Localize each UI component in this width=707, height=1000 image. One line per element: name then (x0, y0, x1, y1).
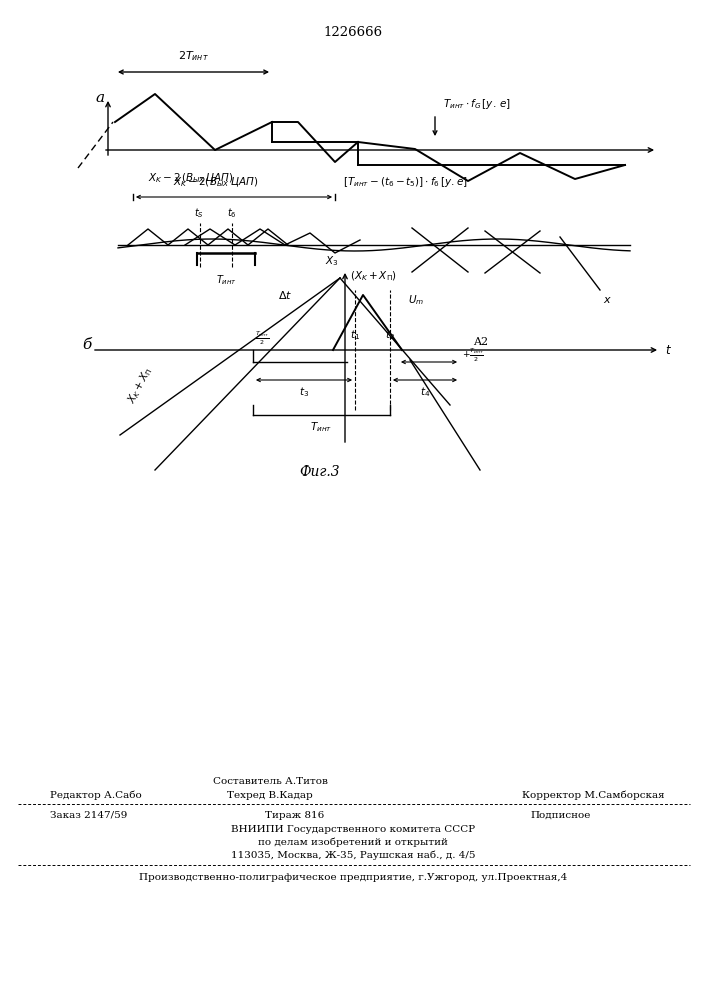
Text: $[T_{инт}-(t_6-t_5)]\cdot f_6\,[y.e]$: $[T_{инт}-(t_6-t_5)]\cdot f_6\,[y.e]$ (343, 175, 468, 189)
Text: 1226666: 1226666 (323, 25, 382, 38)
Text: $t_1$: $t_1$ (350, 328, 360, 342)
Text: $x$: $x$ (603, 295, 612, 305)
Text: Производственно-полиграфическое предприятие, г.Ужгород, ул.Проектная,4: Производственно-полиграфическое предприя… (139, 872, 567, 882)
Text: Редактор А.Сабо: Редактор А.Сабо (50, 790, 141, 800)
Text: $T_{инт}\cdot f_G\,[y.\,e]$: $T_{инт}\cdot f_G\,[y.\,e]$ (443, 97, 510, 111)
Text: $X_K+X_\Pi$: $X_K+X_\Pi$ (124, 364, 155, 406)
Text: $t_S$: $t_S$ (194, 206, 204, 220)
Text: Подписное: Подписное (530, 810, 590, 820)
Text: $(X_K+X_\Pi)$: $(X_K+X_\Pi)$ (350, 269, 397, 283)
Text: Составитель А.Титов: Составитель А.Титов (213, 776, 327, 786)
Text: $+\frac{T_{инт}}{2}$: $+\frac{T_{инт}}{2}$ (462, 346, 484, 364)
Text: $t_4$: $t_4$ (420, 385, 430, 399)
Text: $t_6$: $t_6$ (227, 206, 237, 220)
Text: $t$: $t$ (665, 344, 672, 357)
Text: $2T_{инт}$: $2T_{инт}$ (178, 49, 209, 63)
Text: $T_{инт}$: $T_{инт}$ (310, 420, 332, 434)
Text: ВНИИПИ Государственного комитета СССР: ВНИИПИ Государственного комитета СССР (231, 824, 475, 834)
Text: $t_3$: $t_3$ (299, 385, 309, 399)
Text: $t_2$: $t_2$ (385, 328, 395, 342)
Text: $X_3$: $X_3$ (325, 254, 339, 268)
Text: Тираж 816: Тираж 816 (265, 810, 325, 820)
Text: $T_{инт}$: $T_{инт}$ (216, 273, 236, 287)
Text: a: a (95, 91, 105, 105)
Text: $X_K-2(B_{ЫX}\ ЦАП)$: $X_K-2(B_{ЫX}\ ЦАП)$ (173, 175, 259, 189)
Text: $X_K-2\,(B_{ЫX}\,ЦАП)$: $X_K-2\,(B_{ЫX}\,ЦАП)$ (148, 171, 234, 185)
Text: Заказ 2147/59: Заказ 2147/59 (50, 810, 127, 820)
Text: $U_m$: $U_m$ (408, 293, 424, 307)
Text: б: б (83, 338, 92, 352)
Text: по делам изобретений и открытий: по делам изобретений и открытий (258, 837, 448, 847)
Text: Корректор М.Самборская: Корректор М.Самборская (522, 790, 665, 800)
Text: $\frac{T_{инт}}{2}$: $\frac{T_{инт}}{2}$ (255, 329, 269, 347)
Text: 113035, Москва, Ж-35, Раушская наб., д. 4/5: 113035, Москва, Ж-35, Раушская наб., д. … (230, 850, 475, 860)
Text: Техред В.Кадар: Техред В.Кадар (227, 790, 313, 800)
Text: $\Delta t$: $\Delta t$ (278, 289, 292, 301)
Text: Фиг.3: Фиг.3 (300, 465, 340, 479)
Text: A2: A2 (473, 337, 488, 347)
